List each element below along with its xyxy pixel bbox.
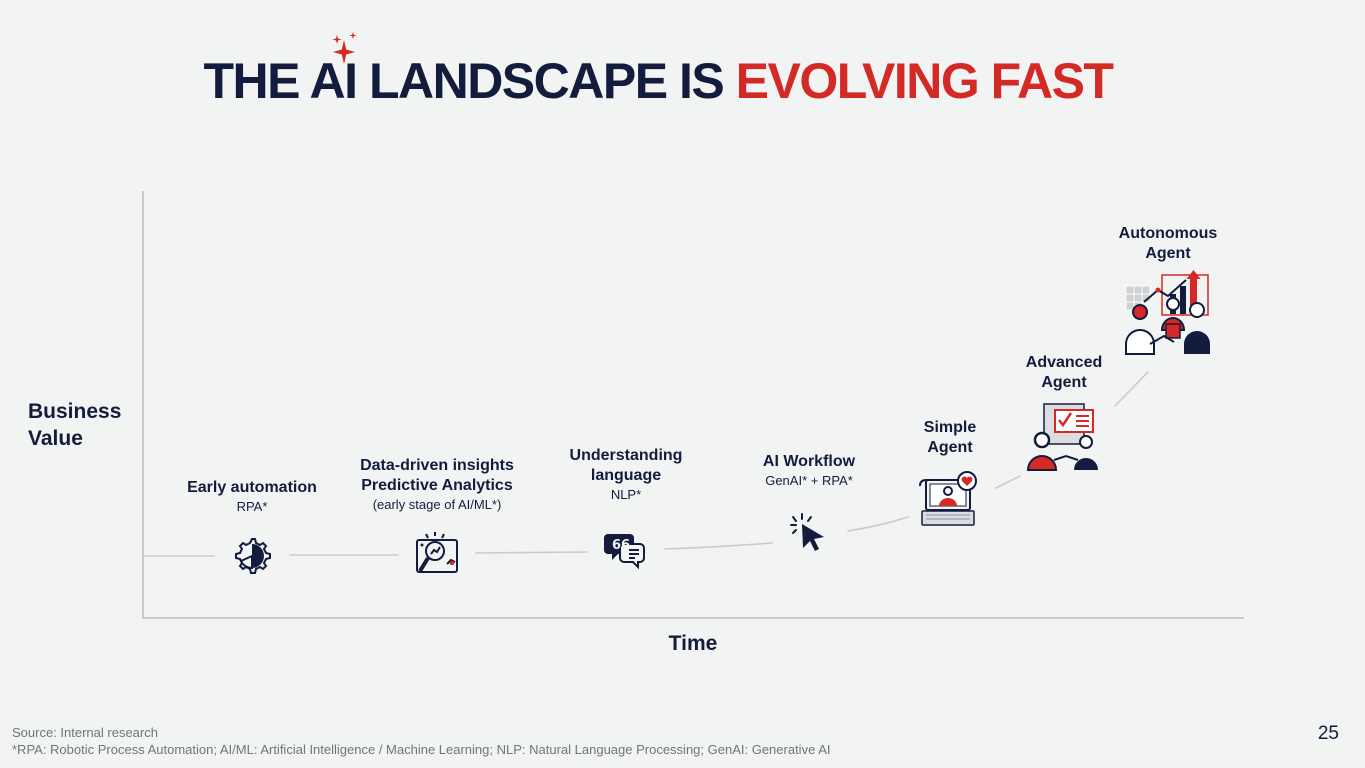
cursor-click-icon [790,513,824,551]
people-checklist-icon [1026,403,1098,471]
stage-autonomous-agent-label: Autonomous Agent [1118,225,1218,262]
gear-chart-icon [235,538,271,574]
stage-advanced-agent-label: Advanced Agent [1025,354,1103,391]
title-main: THE AI LANDSCAPE IS [203,53,725,109]
team-growth-icon [1125,270,1210,355]
page-number: 25 [1317,723,1339,744]
stage-ai-workflow-label: AI Workflow GenAI* + RPA* [762,453,856,488]
y-axis-line [142,191,144,618]
speech-bubble-icon: 66 [604,534,645,570]
stage-simple-agent-label: Simple Agent [923,419,977,456]
source-note: Source: Internal research *RPA: Robotic … [12,724,830,758]
stage-nlp-label: Understanding language NLP* [569,447,683,502]
y-axis-label: Business Value [28,400,122,450]
svg-text:66: 66 [612,538,630,553]
stage-early-automation-label: Early automation RPA* [187,479,317,514]
laptop-agent-icon [919,471,977,526]
x-axis-label: Time [668,632,718,655]
stage-data-driven-label: Data-driven insights Predictive Analytic… [360,457,514,512]
magnifier-analytics-icon [416,532,458,573]
x-axis-line [142,617,1244,619]
page-title: THE AI LANDSCAPE IS EVOLVING FAST [0,52,1316,110]
source-text: Source: Internal research [12,725,158,740]
title-accent: EVOLVING FAST [735,53,1114,109]
sparkle-icon [332,32,357,64]
footnote-text: *RPA: Robotic Process Automation; AI/ML:… [12,742,831,757]
